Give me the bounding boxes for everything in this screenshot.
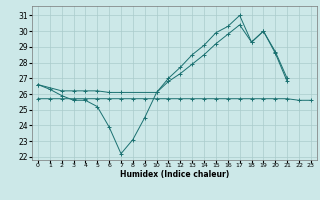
X-axis label: Humidex (Indice chaleur): Humidex (Indice chaleur) — [120, 170, 229, 179]
